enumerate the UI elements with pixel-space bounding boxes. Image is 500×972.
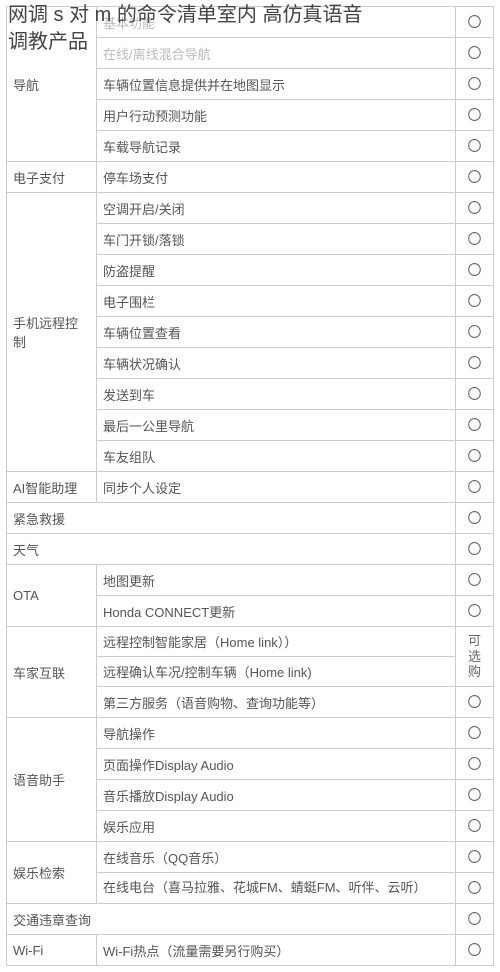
feature-cell: 车载导航记录 xyxy=(97,131,456,162)
feature-cell: 远程确认车况/控制车辆（Home link) xyxy=(97,657,456,687)
category-cell: AI智能助理 xyxy=(7,472,97,503)
feature-cell: Honda CONNECT更新 xyxy=(97,596,456,627)
feature-cell: 防盗提醒 xyxy=(97,255,456,286)
mark-cell: 〇 xyxy=(456,317,494,348)
feature-cell: 在线音乐（QQ音乐） xyxy=(97,842,456,873)
feature-cell: 娱乐应用 xyxy=(97,811,456,842)
feature-cell: 远程控制智能家居（Home link）） xyxy=(97,627,456,657)
feature-cell: 用户行动预测功能 xyxy=(97,100,456,131)
mark-cell: 〇 xyxy=(456,286,494,317)
feature-cell: 第三方服务（语音购物、查询功能等） xyxy=(97,687,456,718)
table-row: 娱乐检索 在线音乐（QQ音乐） 〇 xyxy=(7,842,494,873)
feature-cell: 车辆位置查看 xyxy=(97,317,456,348)
title-line-1: 网调 s 对 m 的命令清单室内 高仿真语音 xyxy=(8,4,362,26)
feature-cell: 音乐播放Display Audio xyxy=(97,780,456,811)
feature-cell: 最后一公里导航 xyxy=(97,410,456,441)
category-cell: 电子支付 xyxy=(7,162,97,193)
feature-cell: 电子围栏 xyxy=(97,286,456,317)
feature-cell: 地图更新 xyxy=(97,565,456,596)
table-row: Wi-Fi Wi-Fi热点（流量需要另行购买） 〇 xyxy=(7,935,494,966)
category-cell: 手机远程控制 xyxy=(7,193,97,472)
mark-cell: 〇 xyxy=(456,935,494,966)
category-cell: 娱乐检索 xyxy=(7,842,97,904)
category-cell: Wi-Fi xyxy=(7,935,97,966)
table-row: OTA 地图更新 〇 xyxy=(7,565,494,596)
mark-cell: 〇 xyxy=(456,718,494,749)
feature-cell: 车友组队 xyxy=(97,441,456,472)
feature-cell: 页面操作Display Audio xyxy=(97,749,456,780)
feature-cell: Wi-Fi热点（流量需要另行购买） xyxy=(97,935,456,966)
feature-cell: 发送到车 xyxy=(97,379,456,410)
table-row: AI智能助理 同步个人设定 〇 xyxy=(7,472,494,503)
title-line-2: 调教产品 xyxy=(8,31,88,53)
category-cell: 交通违章查询 xyxy=(7,904,456,935)
category-cell: 天气 xyxy=(7,534,456,565)
mark-cell: 〇 xyxy=(456,100,494,131)
mark-cell: 〇 xyxy=(456,811,494,842)
feature-table-wrap: 导航 基本功能 〇 在线/离线混合导航 〇 车辆位置信息提供并在地图显示 〇 用… xyxy=(0,0,500,972)
mark-cell: 〇 xyxy=(456,348,494,379)
mark-cell: 〇 xyxy=(456,410,494,441)
table-row: 电子支付 停车场支付 〇 xyxy=(7,162,494,193)
category-cell: OTA xyxy=(7,565,97,627)
mark-cell: 〇 xyxy=(456,534,494,565)
feature-cell: 车门开锁/落锁 xyxy=(97,224,456,255)
mark-cell: 〇 xyxy=(456,472,494,503)
mark-cell: 〇 xyxy=(456,842,494,873)
mark-cell: 〇 xyxy=(456,904,494,935)
page-title: 网调 s 对 m 的命令清单室内 高仿真语音 调教产品 xyxy=(8,2,488,56)
feature-cell: 停车场支付 xyxy=(97,162,456,193)
mark-cell: 〇 xyxy=(456,224,494,255)
table-row: 语音助手 导航操作 〇 xyxy=(7,718,494,749)
mark-cell: 〇 xyxy=(456,780,494,811)
feature-cell: 车辆位置信息提供并在地图显示 xyxy=(97,69,456,100)
feature-cell: 同步个人设定 xyxy=(97,472,456,503)
mark-cell: 〇 xyxy=(456,255,494,286)
mark-cell: 〇 xyxy=(456,69,494,100)
table-row: 手机远程控制 空调开启/关闭 〇 xyxy=(7,193,494,224)
table-row: 交通违章查询 〇 xyxy=(7,904,494,935)
mark-cell: 〇 xyxy=(456,565,494,596)
mark-cell: 〇 xyxy=(456,687,494,718)
mark-cell: 〇 xyxy=(456,379,494,410)
feature-cell: 空调开启/关闭 xyxy=(97,193,456,224)
table-row: 车家互联 远程控制智能家居（Home link）） 可选购 xyxy=(7,627,494,657)
mark-cell: 〇 xyxy=(456,131,494,162)
table-row: 天气 〇 xyxy=(7,534,494,565)
feature-cell: 车辆状况确认 xyxy=(97,348,456,379)
feature-cell: 导航操作 xyxy=(97,718,456,749)
mark-cell: 可选购 xyxy=(456,627,494,687)
table-row: 紧急救援 〇 xyxy=(7,503,494,534)
feature-table: 导航 基本功能 〇 在线/离线混合导航 〇 车辆位置信息提供并在地图显示 〇 用… xyxy=(6,6,494,966)
mark-cell: 〇 xyxy=(456,596,494,627)
mark-cell: 〇 xyxy=(456,749,494,780)
category-cell: 紧急救援 xyxy=(7,503,456,534)
category-cell: 车家互联 xyxy=(7,627,97,718)
mark-cell: 〇 xyxy=(456,873,494,904)
mark-cell: 〇 xyxy=(456,193,494,224)
category-cell: 语音助手 xyxy=(7,718,97,842)
mark-cell: 〇 xyxy=(456,441,494,472)
mark-cell: 〇 xyxy=(456,503,494,534)
mark-cell: 〇 xyxy=(456,162,494,193)
feature-cell: 在线电台（喜马拉雅、花城FM、蜻蜓FM、听伴、云听） xyxy=(97,873,456,904)
